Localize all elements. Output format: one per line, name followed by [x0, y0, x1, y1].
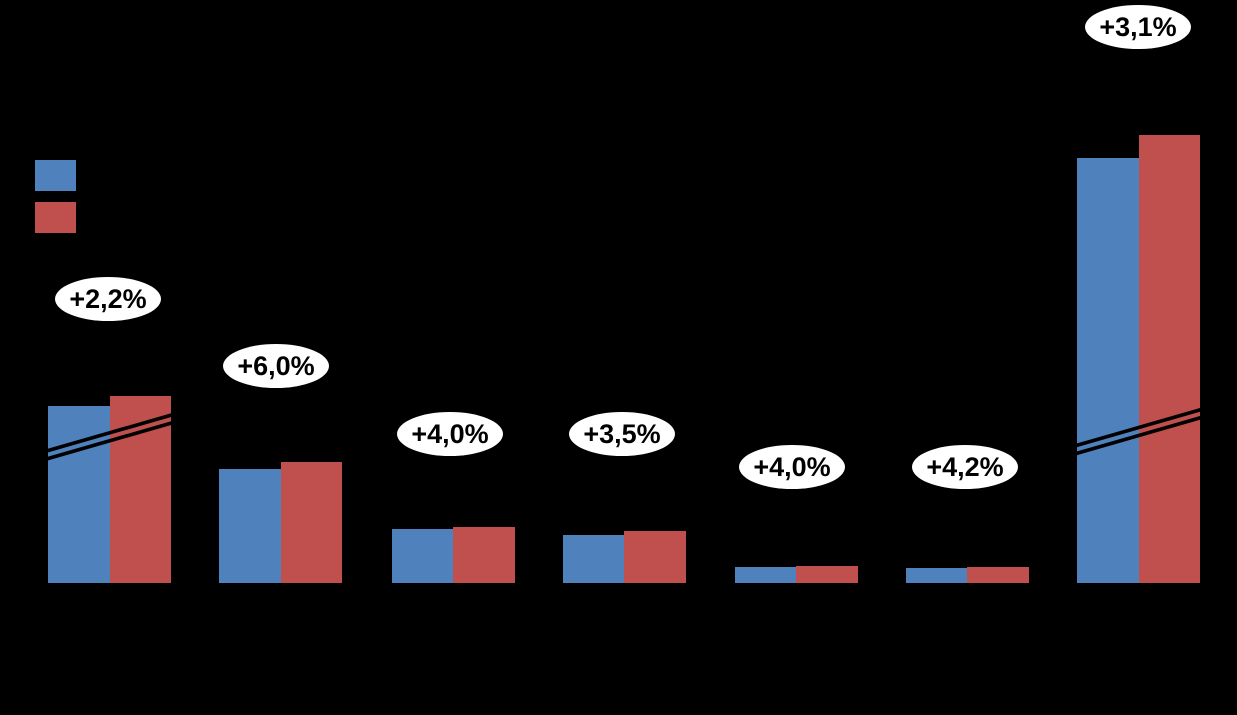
- bar-series-1-group-2: [219, 469, 281, 583]
- growth-label-oval-group-2: +6,0%: [223, 344, 329, 388]
- growth-label-oval-group-5: +4,0%: [739, 445, 845, 489]
- growth-label-oval-group-3: +4,0%: [397, 412, 503, 456]
- growth-label-text: +3,1%: [1099, 11, 1177, 42]
- growth-label-text: +6,0%: [237, 350, 315, 381]
- bar-series-1-group-6: [905, 567, 967, 583]
- bar-series-2-group-6: [967, 566, 1029, 583]
- growth-label-text: +3,5%: [583, 418, 661, 449]
- bar-series-1-group-7: [1077, 158, 1139, 583]
- bar-series-2-group-7: [1138, 135, 1200, 583]
- growth-label-oval-group-7: +3,1%: [1085, 5, 1191, 49]
- bar-series-1-group-5: [734, 566, 796, 583]
- growth-label-oval-group-1: +2,2%: [55, 277, 161, 321]
- bar-series-2-group-5: [796, 565, 858, 583]
- bar-series-1-group-3: [391, 529, 453, 583]
- series-2-swatch: [35, 202, 76, 233]
- axis-break-mark-group-1: [42, 412, 176, 462]
- growth-label-text: +2,2%: [69, 283, 147, 314]
- series-1-swatch: [35, 160, 76, 191]
- bar-series-2-group-3: [453, 526, 515, 583]
- growth-label-text: +4,0%: [753, 451, 831, 482]
- growth-label-oval-group-6: +4,2%: [912, 445, 1018, 489]
- growth-label-text: +4,2%: [926, 451, 1004, 482]
- bar-series-2-group-2: [280, 462, 342, 583]
- axis-break-mark-group-7: [1070, 407, 1204, 457]
- growth-label-oval-group-4: +3,5%: [569, 412, 675, 456]
- bar-series-2-group-4: [624, 531, 686, 583]
- growth-label-text: +4,0%: [411, 418, 489, 449]
- bar-series-1-group-4: [562, 535, 624, 583]
